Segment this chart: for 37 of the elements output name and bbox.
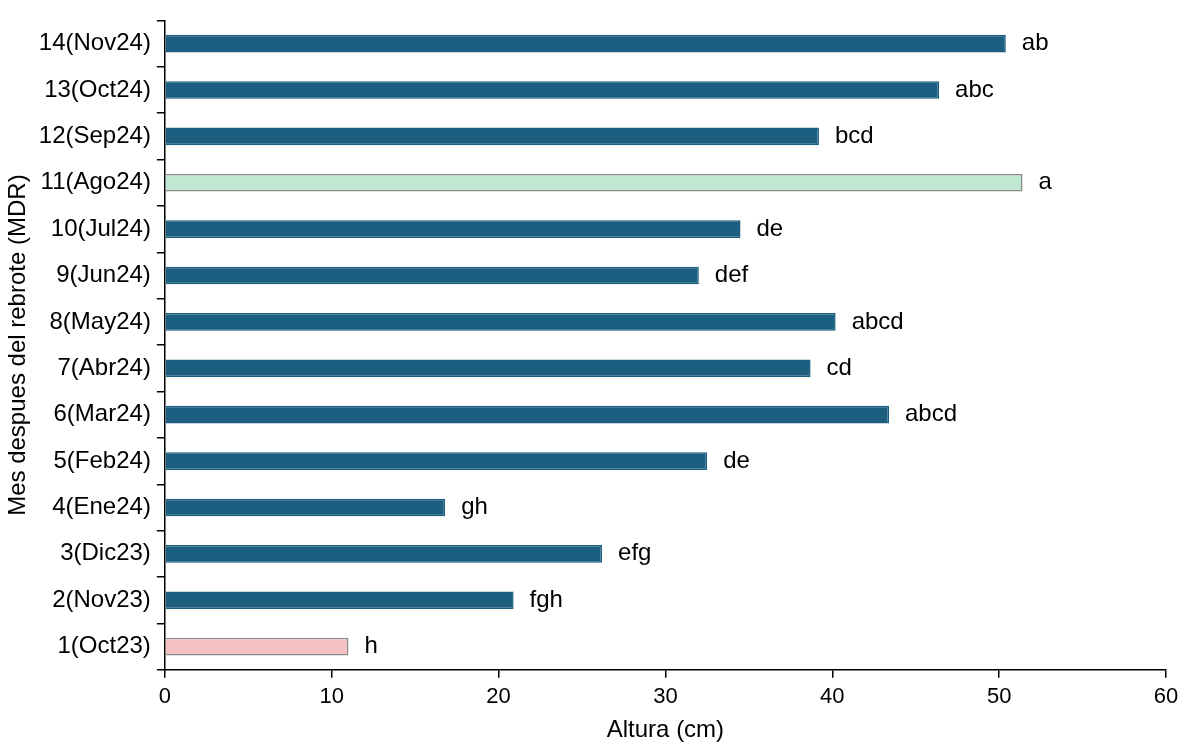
y-tick-label: 11(Ago24) — [40, 167, 151, 195]
y-tick-label: 10(Jul24) — [50, 213, 151, 241]
data-label: cd — [826, 352, 852, 380]
data-label: abcd — [905, 399, 958, 427]
y-tick-label: 12(Sep24) — [38, 120, 151, 148]
x-tick-label: 50 — [986, 683, 1012, 709]
x-tick-label: 0 — [158, 683, 171, 709]
data-label: a — [1038, 167, 1053, 195]
x-tick-label: 30 — [653, 683, 678, 709]
x-tick-label: 60 — [1153, 683, 1179, 709]
data-label: de — [723, 445, 750, 473]
y-tick-label: 3(Dic23) — [60, 538, 151, 566]
y-tick-label: 6(Mar24) — [53, 399, 151, 427]
data-label: gh — [461, 492, 488, 520]
data-label: abc — [955, 74, 994, 102]
y-axis-title: Mes despues del rebrote (MDR) — [3, 174, 31, 516]
x-tick-label: 40 — [820, 683, 845, 709]
x-axis-title: Altura (cm) — [606, 715, 725, 743]
x-tick-label: 20 — [486, 683, 511, 709]
data-label: abcd — [851, 306, 904, 334]
y-tick-label: 14(Nov24) — [38, 28, 151, 56]
y-tick-label: 1(Oct23) — [57, 631, 151, 659]
data-label: bcd — [834, 120, 874, 148]
y-tick-label: 4(Ene24) — [52, 492, 151, 520]
y-tick-label: 5(Feb24) — [53, 445, 151, 473]
data-label: de — [756, 213, 784, 241]
y-tick-label: 8(May24) — [49, 306, 151, 334]
data-label: efg — [618, 538, 652, 566]
y-tick-label: 2(Nov23) — [52, 584, 151, 612]
y-tick-label: 7(Abr24) — [57, 352, 151, 380]
data-label: h — [364, 631, 378, 659]
data-label: def — [714, 260, 749, 288]
y-tick-label: 9(Jun24) — [56, 260, 151, 288]
data-label: fgh — [529, 584, 563, 612]
data-label: ab — [1021, 28, 1049, 56]
y-tick-label: 13(Oct24) — [44, 74, 151, 102]
x-tick-label: 10 — [319, 683, 344, 709]
